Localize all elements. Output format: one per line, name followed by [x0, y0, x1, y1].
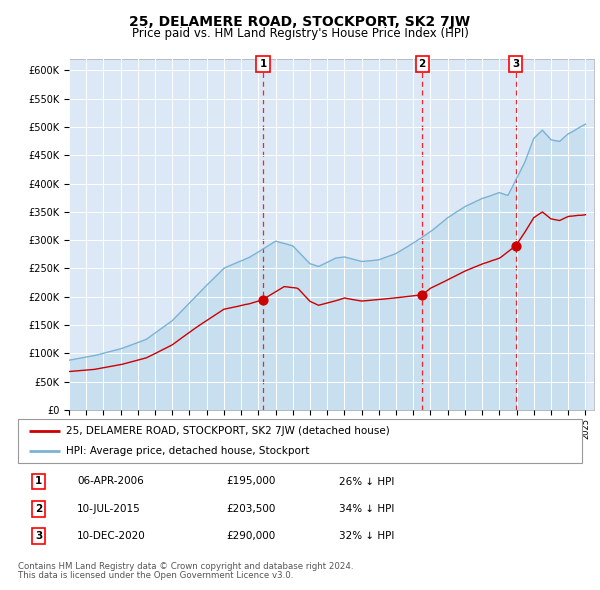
Text: Price paid vs. HM Land Registry's House Price Index (HPI): Price paid vs. HM Land Registry's House … — [131, 27, 469, 40]
FancyBboxPatch shape — [18, 419, 582, 463]
Text: 2: 2 — [419, 59, 426, 69]
Text: 06-APR-2006: 06-APR-2006 — [77, 477, 144, 487]
Text: 3: 3 — [35, 531, 43, 541]
Text: Contains HM Land Registry data © Crown copyright and database right 2024.: Contains HM Land Registry data © Crown c… — [18, 562, 353, 571]
Text: 34% ↓ HPI: 34% ↓ HPI — [340, 504, 395, 514]
Text: 25, DELAMERE ROAD, STOCKPORT, SK2 7JW (detached house): 25, DELAMERE ROAD, STOCKPORT, SK2 7JW (d… — [66, 426, 389, 436]
Text: 26% ↓ HPI: 26% ↓ HPI — [340, 477, 395, 487]
Point — [258, 295, 268, 304]
Text: £290,000: £290,000 — [227, 531, 276, 541]
Text: £195,000: £195,000 — [227, 477, 276, 487]
Point — [418, 290, 427, 300]
Text: This data is licensed under the Open Government Licence v3.0.: This data is licensed under the Open Gov… — [18, 571, 293, 580]
Text: 3: 3 — [512, 59, 520, 69]
Text: 1: 1 — [259, 59, 266, 69]
Text: £203,500: £203,500 — [227, 504, 276, 514]
Text: HPI: Average price, detached house, Stockport: HPI: Average price, detached house, Stoc… — [66, 446, 310, 456]
Text: 10-JUL-2015: 10-JUL-2015 — [77, 504, 141, 514]
Text: 1: 1 — [35, 477, 43, 487]
Text: 32% ↓ HPI: 32% ↓ HPI — [340, 531, 395, 541]
Text: 25, DELAMERE ROAD, STOCKPORT, SK2 7JW: 25, DELAMERE ROAD, STOCKPORT, SK2 7JW — [130, 15, 470, 30]
Point — [511, 241, 520, 251]
Text: 2: 2 — [35, 504, 43, 514]
Text: 10-DEC-2020: 10-DEC-2020 — [77, 531, 146, 541]
